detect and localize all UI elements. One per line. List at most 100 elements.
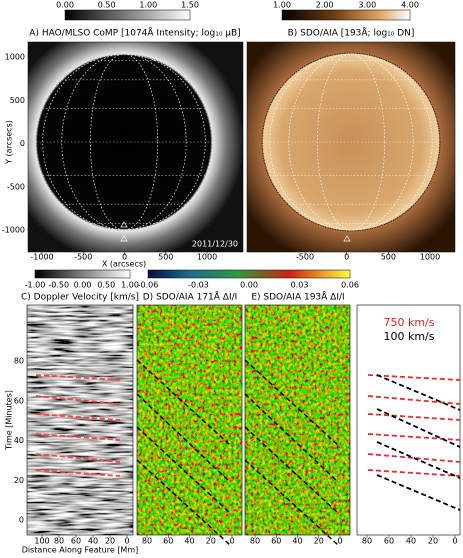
y-tick-label: 1000 (5, 53, 25, 62)
panel-title: C) Doppler Velocity [km/s] (21, 293, 139, 303)
x-tick-label: 60 (271, 537, 281, 546)
x-axis-label: Distance Along Feature [Mm] (22, 546, 139, 555)
marker (120, 221, 128, 242)
colorbar (147, 269, 351, 279)
y-tick-label: 0 (19, 516, 24, 525)
comp-image (27, 41, 244, 253)
colorbar-tick-label: -1.00 (25, 281, 46, 290)
panel-title: D) SDO/AIA 171Å ΔI/I (143, 291, 238, 303)
x-tick-label: 80 (250, 537, 260, 546)
x-axis-label: X (arcsecs) (102, 260, 146, 269)
x-tick-label: 40 (406, 537, 416, 546)
meridian (269, 53, 433, 231)
slow-track (244, 426, 339, 514)
fast-track (35, 374, 121, 381)
colorbar-tick-label: 0.00 (74, 281, 92, 290)
colorbar-tick-label: 1.00 (273, 1, 291, 10)
y-tick-label: 40 (14, 436, 24, 445)
colorbar-tick-label: 2.00 (316, 1, 334, 10)
colorbar-tick-label: 0.50 (98, 1, 116, 10)
x-tick-label: 0 (124, 537, 129, 546)
x-tick-label: 80 (362, 537, 372, 546)
slow-track (136, 393, 231, 483)
colorbar-tick-label: 0.00 (56, 1, 74, 10)
slow-track (376, 441, 461, 479)
x-tick-label: -500 (74, 253, 92, 262)
y-axis-label: Time [Minutes] (5, 390, 14, 451)
colorbar-tick-label: 1.50 (181, 1, 199, 10)
x-tick-label: 100 (34, 537, 49, 546)
panel-title: E) SDO/AIA 193Å ΔI/I (251, 291, 344, 303)
x-tick-label: 20 (314, 537, 324, 546)
x-tick-label: 0 (337, 537, 342, 546)
panel-title: B) SDO/AIA [193Å; log₁₀ DN] (288, 27, 415, 39)
y-tick-label: 0 (20, 139, 25, 148)
colorbar-tick-label: -0.03 (188, 281, 209, 290)
x-tick-label: 80 (54, 537, 64, 546)
x-tick-label: -1000 (30, 253, 53, 262)
fast-track (35, 395, 121, 405)
x-tick-label: 40 (88, 537, 98, 546)
date-label: 2011/12/30 (192, 240, 238, 249)
y-tick-label: 80 (14, 357, 24, 366)
colorbar-tick-label: 1.00 (121, 281, 139, 290)
colorbar (34, 269, 131, 279)
x-tick-label: 20 (105, 537, 115, 546)
fast-track (35, 469, 121, 477)
x-tick-label: 500 (381, 253, 396, 262)
track-lines (35, 359, 461, 546)
colorbar-tick-label: 4.00 (401, 1, 419, 10)
x-tick-label: -500 (296, 253, 314, 262)
x-tick-label: 60 (71, 537, 81, 546)
x-tick-label: 1000 (197, 253, 217, 262)
grid (35, 53, 440, 231)
fast-track (367, 453, 461, 463)
y-tick-label: 500 (10, 96, 25, 105)
fast-track (367, 413, 461, 421)
x-tick-label: 60 (163, 537, 173, 546)
meridian (90, 53, 158, 231)
meridian (42, 53, 206, 231)
fast-track (35, 453, 121, 463)
legend-fast: 750 km/s (383, 316, 434, 329)
limb (261, 52, 441, 232)
marker (343, 235, 351, 242)
colorbar-tick-label: -0.06 (138, 281, 159, 290)
fast-track (367, 469, 461, 477)
y-tick-label: 60 (14, 396, 24, 405)
aia171-image (137, 305, 242, 535)
colorbar-tick-label: 0.03 (291, 281, 309, 290)
colorbar-tick-label: 0.00 (240, 281, 258, 290)
x-tick-label: 80 (142, 537, 152, 546)
x-tick-label: 20 (206, 537, 216, 546)
slow-track (244, 393, 339, 483)
colorbar-tick-label: 3.00 (358, 1, 376, 10)
fast-track (367, 374, 461, 381)
x-tick-label: 40 (292, 537, 302, 546)
x-tick-label: 40 (184, 537, 194, 546)
aia193-image (245, 305, 350, 535)
slow-track (376, 408, 461, 448)
fast-track (35, 413, 121, 421)
colorbar-tick-label: 0.06 (341, 281, 359, 290)
meridian (317, 53, 385, 231)
slow-track (376, 474, 461, 511)
slow-track (376, 374, 461, 411)
x-tick-label: 500 (158, 253, 173, 262)
y-tick-label: -500 (7, 182, 25, 191)
slow-track (244, 459, 339, 546)
fast-track (35, 433, 121, 441)
y-tick-label: -1000 (2, 226, 25, 235)
colorbar-tick-label: 1.00 (139, 1, 157, 10)
x-tick-label: 0 (344, 253, 349, 262)
slow-track (136, 426, 231, 514)
x-tick-label: 60 (384, 537, 394, 546)
slow-track (136, 359, 231, 446)
x-tick-label: 0 (229, 537, 234, 546)
colorbar (281, 9, 411, 21)
slow-track (136, 459, 231, 546)
slow-track (244, 359, 339, 446)
colorbar (64, 9, 191, 21)
x-tick-label: 0 (122, 253, 127, 262)
